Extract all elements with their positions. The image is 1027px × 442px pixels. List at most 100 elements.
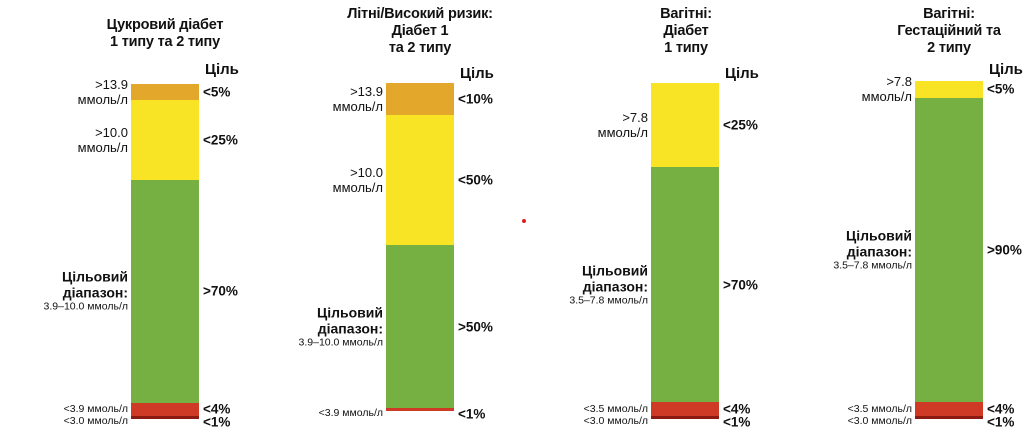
panel-title: Літні/Високий ризик: Діабет 1 та 2 типу bbox=[330, 6, 510, 57]
target-range-value: 3.9–10.0 ммоль/л bbox=[43, 300, 128, 313]
target-range-label: Цільовий діапазон: 3.5–7.8 ммоль/л bbox=[569, 262, 648, 307]
threshold-label-line: ммоль/л bbox=[332, 99, 383, 115]
goal-percent-label: >70% bbox=[723, 277, 758, 293]
threshold-label-line: <3.0 ммоль/л bbox=[847, 414, 912, 427]
panel-title-line: та 2 типу bbox=[388, 40, 452, 56]
panel-title: Вагітні: Гестаційний та 2 типу bbox=[859, 6, 1027, 57]
goal-percent-label: >70% bbox=[203, 283, 238, 299]
target-range-label: Цільовий діапазон: 3.5–7.8 ммоль/л bbox=[833, 228, 912, 273]
target-range-name-line: діапазон: bbox=[317, 320, 383, 337]
panel-title-line: Літні/Високий ризик: bbox=[347, 6, 493, 22]
goal-header: Ціль bbox=[460, 65, 494, 82]
goal-header: Ціль bbox=[989, 61, 1023, 78]
panel-title-line: 2 типу bbox=[927, 40, 971, 56]
target-range-name: Цільовий діапазон: bbox=[569, 262, 648, 294]
threshold-label-line: >13.9 bbox=[95, 76, 128, 92]
goal-percent-label: <4% bbox=[723, 401, 751, 417]
panel-title-line: Діабет 1 bbox=[391, 23, 449, 39]
bar-segment-low bbox=[131, 403, 199, 416]
target-range-value: 3.5–7.8 ммоль/л bbox=[833, 259, 912, 272]
panel-title-line: Вагітні: bbox=[923, 6, 975, 22]
threshold-label: >13.9 ммоль/л bbox=[78, 77, 128, 107]
goal-percent-label: <1% bbox=[203, 414, 231, 430]
goal-percent-label: <25% bbox=[723, 117, 758, 133]
target-range-name-line: діапазон: bbox=[62, 284, 128, 301]
threshold-label: <3.0 ммоль/л bbox=[848, 415, 912, 427]
bar-segment-high bbox=[131, 99, 199, 180]
threshold-label-line: <3.0 ммоль/л bbox=[63, 414, 128, 427]
stacked-bar bbox=[651, 83, 719, 419]
goal-percent-label: <4% bbox=[203, 401, 231, 417]
bar-segment-high bbox=[915, 81, 983, 98]
threshold-label-line: <3.9 ммоль/л bbox=[63, 403, 128, 416]
target-range-name: Цільовий діапазон: bbox=[833, 228, 912, 260]
threshold-label-line: <3.0 ммоль/л bbox=[583, 414, 648, 427]
threshold-label-line: ммоль/л bbox=[861, 89, 912, 105]
threshold-label-line: >10.0 bbox=[95, 124, 128, 140]
threshold-label: <3.0 ммоль/л bbox=[64, 415, 128, 427]
bar-segment-high bbox=[651, 83, 719, 167]
bar-segment-high bbox=[386, 115, 454, 246]
threshold-label-line: ммоль/л bbox=[77, 91, 128, 107]
bar-segment-very-low bbox=[651, 415, 719, 419]
threshold-label: <3.5 ммоль/л bbox=[848, 403, 912, 415]
threshold-label: >10.0 ммоль/л bbox=[78, 125, 128, 155]
goal-percent-label: <10% bbox=[458, 91, 493, 107]
target-range-name: Цільовий діапазон: bbox=[299, 304, 383, 336]
target-range-name-line: Цільовий bbox=[317, 304, 383, 321]
threshold-label-line: >10.0 bbox=[350, 165, 383, 181]
target-range-label: Цільовий діапазон: 3.9–10.0 ммоль/л bbox=[299, 304, 383, 349]
threshold-label: <3.9 ммоль/л bbox=[319, 407, 383, 419]
goal-percent-label: <5% bbox=[203, 84, 231, 100]
threshold-label: <3.0 ммоль/л bbox=[584, 415, 648, 427]
threshold-label: >7.8 ммоль/л bbox=[862, 74, 912, 104]
target-range-name-line: Цільовий bbox=[582, 262, 648, 279]
threshold-label-line: <3.9 ммоль/л bbox=[318, 406, 383, 419]
panel-title-line: Цукровий діабет bbox=[106, 17, 224, 33]
threshold-label-line: >7.8 bbox=[886, 74, 912, 90]
panel-title-line: Діабет bbox=[663, 23, 709, 39]
stacked-bar bbox=[915, 81, 983, 419]
stacked-bar bbox=[131, 84, 199, 419]
threshold-label-line: <3.5 ммоль/л bbox=[847, 402, 912, 415]
goal-percent-label: <25% bbox=[203, 132, 238, 148]
goal-percent-label: >50% bbox=[458, 319, 493, 335]
threshold-label-line: ммоль/л bbox=[77, 139, 128, 155]
bar-segment-very-high bbox=[386, 83, 454, 116]
bar-segment-in-range bbox=[386, 245, 454, 408]
threshold-label-line: >13.9 bbox=[350, 84, 383, 100]
bar-segment-very-low bbox=[915, 415, 983, 419]
target-range-value: 3.9–10.0 ммоль/л bbox=[298, 336, 383, 349]
bar-segment-very-low bbox=[131, 415, 199, 419]
target-range-name-line: Цільовий bbox=[62, 268, 128, 285]
panel-title-line: Вагітні: bbox=[660, 6, 712, 22]
goal-percent-label: <1% bbox=[458, 406, 486, 422]
panel-title-line: 1 типу bbox=[664, 40, 708, 56]
threshold-label-line: >7.8 bbox=[622, 110, 648, 125]
target-range-name-line: Цільовий bbox=[846, 227, 912, 244]
goal-percent-label: <1% bbox=[723, 414, 751, 430]
threshold-label: >10.0 ммоль/л bbox=[333, 165, 383, 195]
threshold-label: <3.9 ммоль/л bbox=[64, 403, 128, 415]
threshold-label: <3.5 ммоль/л bbox=[584, 403, 648, 415]
bar-segment-low bbox=[386, 407, 454, 411]
goal-percent-label: <50% bbox=[458, 172, 493, 188]
stacked-bar bbox=[386, 83, 454, 411]
target-range-label: Цільовий діапазон: 3.9–10.0 ммоль/л bbox=[44, 269, 128, 314]
goal-header: Ціль bbox=[725, 65, 759, 82]
panel-title: Вагітні: Діабет 1 типу bbox=[596, 6, 776, 57]
threshold-label: >13.9 ммоль/л bbox=[333, 84, 383, 114]
threshold-label-line: ммоль/л bbox=[597, 125, 648, 140]
red-dot-marker bbox=[522, 219, 526, 223]
target-range-name: Цільовий діапазон: bbox=[44, 269, 128, 301]
target-range-value: 3.5–7.8 ммоль/л bbox=[569, 294, 648, 307]
target-range-name-line: діапазон: bbox=[846, 243, 912, 260]
threshold-label: >7.8 ммоль/л bbox=[598, 110, 648, 140]
bar-segment-in-range bbox=[915, 97, 983, 403]
threshold-label-line: <3.5 ммоль/л bbox=[583, 402, 648, 415]
panel-title: Цукровий діабет 1 типу та 2 типу bbox=[75, 17, 255, 51]
panel-title-line: 1 типу та 2 типу bbox=[110, 34, 220, 50]
panel-title-line: Гестаційний та bbox=[897, 23, 1001, 39]
goal-percent-label: <4% bbox=[987, 401, 1015, 417]
